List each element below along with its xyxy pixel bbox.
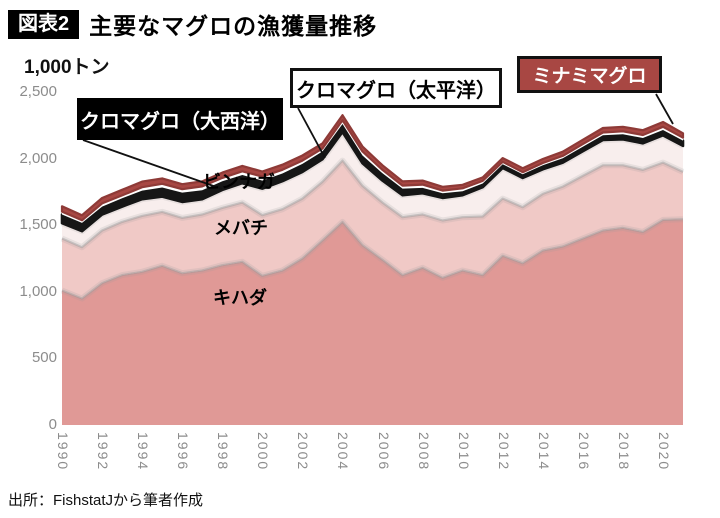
area-band-southern-bluefin xyxy=(60,114,685,222)
x-tick-2014: 2014 xyxy=(535,432,552,472)
x-tick-1996: 1996 xyxy=(175,432,192,472)
x-tick-2002: 2002 xyxy=(295,432,312,472)
x-tick-2008: 2008 xyxy=(415,432,432,472)
figure-number-tag: 図表2 xyxy=(8,9,80,39)
x-tick-1998: 1998 xyxy=(215,432,232,472)
y-tick-1,500: 1,500 xyxy=(19,216,57,234)
y-tick-1,000: 1,000 xyxy=(19,282,57,300)
callout-line-atlantic xyxy=(82,139,223,190)
series-label-yellowfin: キハダ xyxy=(213,288,267,308)
x-tick-2018: 2018 xyxy=(615,432,632,472)
area-band-binnaga xyxy=(62,132,683,248)
y-tick-500: 500 xyxy=(31,349,57,367)
band-boundary xyxy=(61,218,684,300)
series-label-bigeye: メバチ xyxy=(214,218,268,238)
callout-southern-bluefin: ミナミマグロ xyxy=(517,56,662,93)
band-boundary xyxy=(61,159,684,249)
area-band-kihada xyxy=(62,219,683,425)
page-header: 図表2 主要なマグロの漁獲量推移 xyxy=(8,7,377,41)
area-band-atlantic-bluefin xyxy=(60,122,685,233)
band-boundary-soft xyxy=(60,157,685,251)
callout-pacific-bluefin: クロマグロ（太平洋） xyxy=(290,68,502,108)
area-band-mebachi xyxy=(62,160,683,299)
x-tick-2000: 2000 xyxy=(255,432,272,472)
source-note: 出所：FishstatJから筆者作成 xyxy=(8,492,204,509)
y-tick-2,000: 2,000 xyxy=(19,149,57,167)
callout-line-southern xyxy=(655,93,674,125)
x-tick-2012: 2012 xyxy=(495,432,512,472)
y-axis-unit-label: 1,000トン xyxy=(24,57,110,78)
x-tick-2004: 2004 xyxy=(335,432,352,472)
series-label-albacore: ビンナガ xyxy=(203,172,275,192)
x-tick-2016: 2016 xyxy=(575,432,592,472)
x-tick-1994: 1994 xyxy=(135,432,152,472)
page-title: 主要なマグロの漁獲量推移 xyxy=(89,13,378,39)
band-boundary-soft xyxy=(60,216,684,302)
x-tick-1992: 1992 xyxy=(95,432,112,472)
x-tick-2010: 2010 xyxy=(455,432,472,472)
x-tick-2006: 2006 xyxy=(375,432,392,472)
y-tick-2,500: 2,500 xyxy=(19,83,57,100)
callout-line-pacific xyxy=(297,107,326,159)
y-tick-0: 0 xyxy=(48,416,57,433)
x-tick-1990: 1990 xyxy=(55,432,71,472)
callout-atlantic-bluefin: クロマグロ（大西洋） xyxy=(77,98,283,140)
x-tick-2020: 2020 xyxy=(655,432,672,472)
